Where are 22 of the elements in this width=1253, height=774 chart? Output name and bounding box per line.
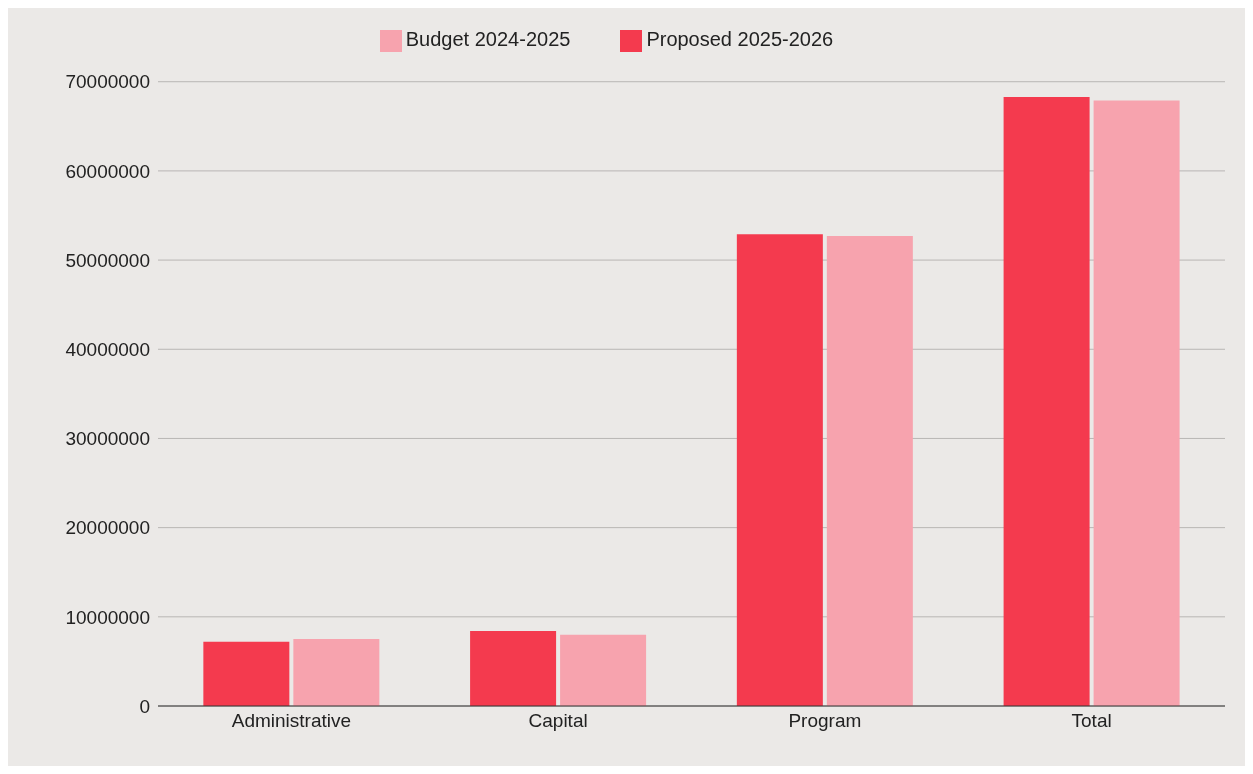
y-tick-label: 40000000	[65, 339, 150, 361]
y-tick-label: 10000000	[65, 606, 150, 628]
y-tick-label: 50000000	[65, 249, 150, 271]
y-tick-label: 0	[139, 695, 150, 717]
y-tick-label: 60000000	[65, 160, 150, 182]
bar	[560, 634, 647, 706]
bar	[736, 234, 823, 706]
bar	[826, 236, 913, 706]
legend-label: Budget 2024-2025	[405, 28, 571, 50]
x-tick-label: Total	[1071, 710, 1112, 732]
bar	[293, 639, 380, 706]
x-tick-label: Program	[788, 710, 862, 732]
bar	[1093, 100, 1180, 706]
y-tick-label: 30000000	[65, 428, 150, 450]
bar	[1003, 96, 1090, 706]
bar	[470, 631, 557, 706]
x-tick-label: Administrative	[231, 710, 352, 732]
x-tick-label: Capital	[528, 710, 588, 732]
bar	[203, 641, 290, 706]
legend-label: Proposed 2025-2026	[646, 28, 834, 50]
y-tick-label: 20000000	[65, 517, 150, 539]
y-tick-label: 70000000	[65, 71, 150, 93]
